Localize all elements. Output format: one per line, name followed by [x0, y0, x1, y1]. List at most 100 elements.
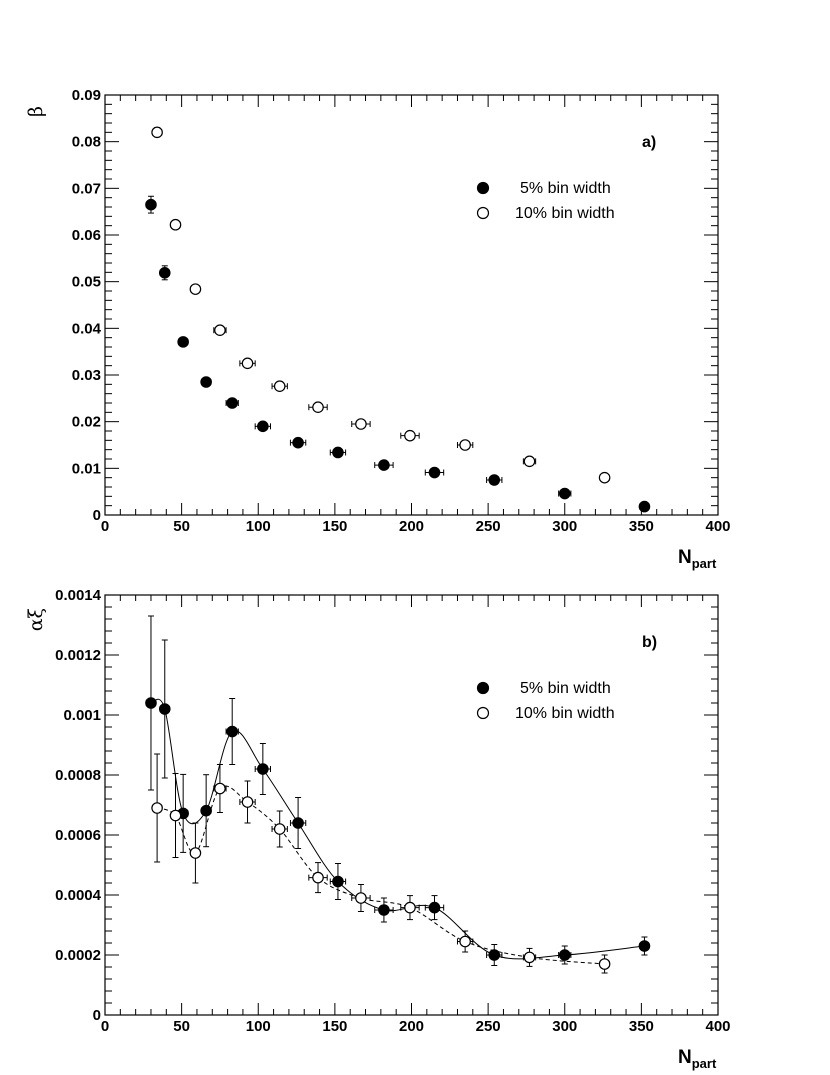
data-point-open: [598, 958, 611, 970]
x-tick-label: 300: [552, 518, 577, 535]
data-point-filled: [200, 804, 212, 817]
data-point-filled: [257, 420, 269, 433]
data-point-filled: [488, 474, 501, 486]
data-point-open: [189, 283, 202, 295]
x-tick-label: 150: [322, 1018, 347, 1035]
plot-frame: [104, 94, 719, 516]
data-point-filled: [158, 266, 171, 279]
data-point-open: [241, 796, 254, 808]
data-point-filled: [638, 940, 651, 952]
data-point-filled: [200, 376, 212, 388]
x-tick-label: 250: [476, 518, 501, 535]
y-tick-label: 0.03: [72, 367, 101, 384]
x-tick-label: 400: [705, 518, 730, 535]
y-tick-label: 0.01: [72, 460, 101, 477]
x-axis-label-main: N: [678, 547, 692, 568]
x-tick-label: 50: [173, 518, 190, 535]
data-point-open: [355, 892, 367, 904]
data-point-open: [189, 847, 202, 859]
x-tick-label: 100: [246, 1018, 271, 1035]
y-axis-label: β: [25, 106, 47, 117]
x-axis-label-main: N: [678, 1047, 692, 1068]
x-tick-label: 350: [629, 518, 654, 535]
data-point-open: [214, 782, 226, 795]
panel-b: 0 50 100 150 200 250 300 350 400 0 0.0002 0.0004 0.0…: [25, 587, 731, 1071]
data-point-open: [312, 401, 324, 413]
data-point-open: [459, 439, 471, 451]
data-point-open: [273, 823, 286, 835]
data-point-filled: [226, 725, 238, 738]
legend-marker: [476, 706, 490, 720]
y-tick-label: 0.09: [72, 87, 101, 104]
x-tick-label: 150: [322, 518, 347, 535]
data-point-filled: [378, 459, 390, 471]
y-tick-label: 0.02: [72, 414, 101, 431]
data-point-filled: [378, 904, 390, 916]
legend-label: 10% bin width: [515, 205, 615, 222]
data-point-open: [355, 418, 367, 430]
data-point-filled: [177, 336, 189, 348]
y-tick-label: 0.07: [72, 180, 101, 197]
y-tick-label: 0.0006: [55, 827, 101, 844]
data-point-filled: [292, 436, 304, 449]
x-tick-label: 50: [173, 1018, 190, 1035]
data-point-open: [151, 126, 163, 139]
data-point-filled: [145, 198, 157, 211]
y-axis-label: αξ: [25, 608, 47, 631]
x-tick-label: 400: [705, 1018, 730, 1035]
y-tick-label: 0.0002: [55, 947, 101, 964]
data-point-filled: [332, 446, 344, 459]
x-tick-label: 250: [476, 1018, 501, 1035]
legend-label: 5% bin width: [520, 180, 611, 197]
data-point-open: [312, 871, 324, 884]
x-tick-label: 300: [552, 1018, 577, 1035]
y-tick-label: 0.0004: [55, 887, 102, 904]
legend-marker: [476, 681, 490, 695]
legend-marker: [476, 206, 490, 220]
data-point-open: [404, 901, 416, 914]
data-point-filled: [158, 703, 171, 715]
data-point-open: [523, 455, 536, 468]
data-point-filled: [558, 949, 571, 961]
panel-label: a): [642, 134, 656, 151]
x-tick-label: 100: [246, 518, 271, 535]
data-point-open: [459, 935, 471, 948]
data-point-filled: [226, 397, 238, 409]
data-point-open: [273, 380, 286, 392]
y-tick-label: 0.001: [63, 707, 101, 724]
x-tick-label: 350: [629, 1018, 654, 1035]
y-tick-label: 0: [93, 507, 101, 524]
data-point-filled: [558, 487, 571, 500]
data-point-open: [523, 951, 536, 964]
series-line-0: [150, 698, 645, 960]
data-point-filled: [638, 500, 651, 513]
data-point-open: [241, 357, 254, 370]
data-point-filled: [332, 875, 344, 888]
y-tick-label: 0.06: [72, 227, 101, 244]
x-axis-label: Npart: [678, 1047, 717, 1071]
x-tick-label: 0: [101, 1018, 109, 1035]
x-axis-label-sub: part: [692, 556, 717, 571]
y-tick-label: 0.05: [72, 274, 101, 291]
y-tick-label: 0.04: [72, 320, 102, 337]
y-tick-label: 0: [93, 1007, 101, 1024]
x-tick-label: 0: [101, 518, 109, 535]
panel-label: b): [642, 634, 657, 651]
data-point-open: [214, 324, 226, 336]
data-point-open: [598, 471, 611, 484]
x-tick-label: 200: [399, 518, 424, 535]
y-tick-label: 0.0014: [55, 587, 102, 604]
x-tick-label: 200: [399, 1018, 424, 1035]
legend-label: 5% bin width: [520, 680, 611, 697]
data-point-filled: [428, 901, 441, 914]
y-tick-label: 0.0008: [55, 767, 101, 784]
plot-frame: [104, 594, 719, 1016]
data-point-filled: [145, 697, 157, 709]
data-point-filled: [257, 763, 269, 775]
y-tick-label: 0.08: [72, 134, 101, 151]
data-point-open: [169, 218, 182, 231]
legend-label: 10% bin width: [515, 705, 615, 722]
data-point-filled: [428, 466, 441, 479]
series-line-1: [156, 785, 605, 965]
